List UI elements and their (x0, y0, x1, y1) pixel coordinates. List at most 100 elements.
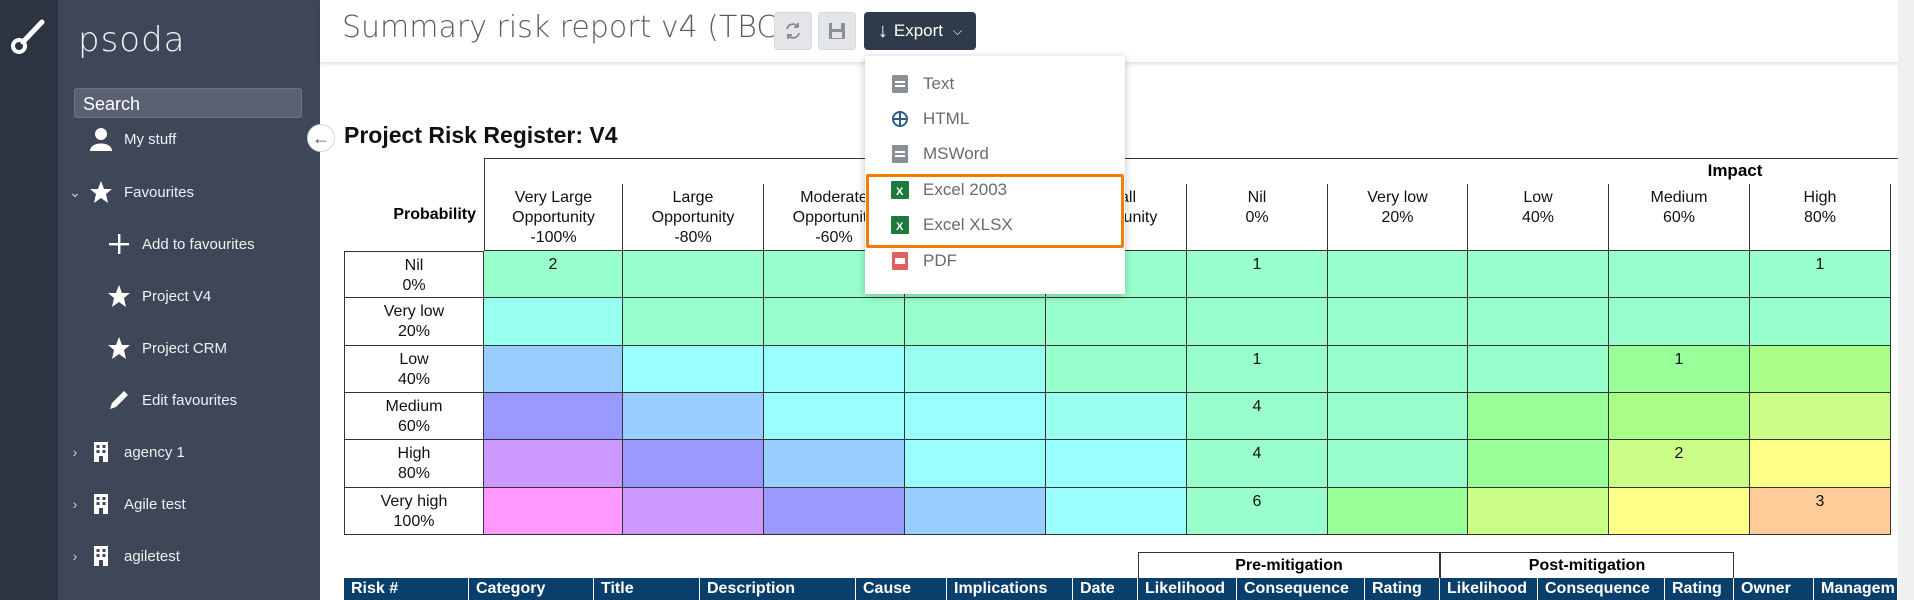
impact-label: Impact (1707, 161, 1763, 180)
matrix-cell[interactable] (623, 298, 764, 346)
matrix-cell[interactable] (1046, 393, 1187, 440)
matrix-cell[interactable] (1328, 393, 1468, 440)
chevron-right-icon[interactable]: › (72, 548, 78, 564)
register-column-header[interactable]: Rating (1665, 578, 1734, 600)
search-input[interactable]: Search (74, 88, 302, 118)
matrix-cell[interactable] (905, 393, 1046, 440)
matrix-cell[interactable] (1328, 440, 1468, 488)
matrix-cell[interactable] (1046, 488, 1187, 535)
chevron-right-icon[interactable]: › (72, 444, 78, 460)
matrix-cell[interactable] (905, 346, 1046, 393)
matrix-cell[interactable]: 2 (1609, 440, 1750, 488)
refresh-button[interactable] (774, 12, 812, 50)
register-column-header[interactable]: Implications (947, 578, 1073, 600)
matrix-cell[interactable]: 6 (1187, 488, 1328, 535)
register-column-header[interactable]: Category (469, 578, 594, 600)
matrix-cell[interactable]: 1 (1187, 346, 1328, 393)
psoda-logo-icon[interactable] (6, 14, 50, 58)
matrix-cell[interactable] (905, 440, 1046, 488)
sidebar-item-favourites[interactable]: ⌄ Favourites (58, 166, 320, 218)
matrix-cell[interactable] (1468, 346, 1609, 393)
sidebar-item-project-v4[interactable]: Project V4 (58, 270, 320, 322)
sidebar-item-agency-1[interactable]: › agency 1 (58, 426, 320, 478)
matrix-cell[interactable] (1328, 298, 1468, 346)
register-column-header[interactable]: Consequence (1237, 578, 1365, 600)
matrix-cell[interactable] (1468, 251, 1609, 298)
register-column-header[interactable]: Description (700, 578, 856, 600)
matrix-cell[interactable] (1328, 251, 1468, 298)
matrix-cell[interactable] (623, 440, 764, 488)
export-option-html[interactable]: HTML (865, 101, 1125, 137)
matrix-cell[interactable] (1046, 298, 1187, 346)
export-option-pdf[interactable]: PDF (865, 243, 1125, 279)
matrix-cell[interactable]: 1 (1750, 251, 1891, 298)
matrix-cell[interactable] (1328, 346, 1468, 393)
matrix-cell[interactable] (484, 488, 623, 535)
matrix-cell[interactable] (1750, 393, 1891, 440)
sidebar-item-project-crm[interactable]: Project CRM (58, 322, 320, 374)
matrix-cell[interactable] (1468, 298, 1609, 346)
matrix-cell[interactable] (1750, 346, 1891, 393)
export-option-excel-2003[interactable]: X Excel 2003 (865, 172, 1125, 208)
matrix-cell[interactable] (1609, 298, 1750, 346)
register-column-header[interactable]: Date (1073, 578, 1138, 600)
sidebar-item-agiletest[interactable]: › agiletest (58, 530, 320, 582)
register-column-header[interactable]: Likelihood (1138, 578, 1237, 600)
matrix-cell[interactable] (623, 251, 764, 298)
matrix-cell[interactable] (1750, 298, 1891, 346)
matrix-cell[interactable] (764, 346, 905, 393)
scrollbar[interactable] (1898, 0, 1914, 600)
register-column-header[interactable]: Rating (1365, 578, 1440, 600)
matrix-cell[interactable]: 4 (1187, 393, 1328, 440)
chevron-right-icon[interactable]: › (72, 496, 78, 512)
export-option-text[interactable]: Text (865, 66, 1125, 102)
register-column-header[interactable]: Managem (1814, 578, 1898, 600)
matrix-cell[interactable] (484, 298, 623, 346)
matrix-cell[interactable]: 4 (1187, 440, 1328, 488)
matrix-cell[interactable] (764, 393, 905, 440)
collapse-sidebar-button[interactable]: ← (307, 124, 335, 152)
matrix-cell[interactable]: 1 (1609, 346, 1750, 393)
sidebar-item-my-stuff[interactable]: My stuff (58, 113, 320, 165)
matrix-cell[interactable] (1328, 488, 1468, 535)
matrix-cell[interactable]: 2 (484, 251, 623, 298)
sidebar-item-edit-favourites[interactable]: Edit favourites (58, 374, 320, 426)
matrix-cell[interactable] (764, 440, 905, 488)
register-column-header[interactable]: Cause (856, 578, 947, 600)
matrix-cell[interactable] (1046, 346, 1187, 393)
register-column-header[interactable]: Likelihood (1440, 578, 1538, 600)
matrix-cell[interactable] (623, 393, 764, 440)
matrix-cell[interactable]: 3 (1750, 488, 1891, 535)
matrix-cell[interactable] (1187, 298, 1328, 346)
matrix-cell[interactable] (1046, 440, 1187, 488)
matrix-cell[interactable] (1468, 393, 1609, 440)
save-button[interactable] (818, 12, 856, 50)
register-column-header[interactable]: Consequence (1538, 578, 1665, 600)
matrix-cell[interactable] (764, 298, 905, 346)
matrix-cell[interactable] (1750, 440, 1891, 488)
chevron-down-icon[interactable]: ⌄ (69, 183, 81, 200)
matrix-cell[interactable] (1609, 393, 1750, 440)
matrix-cell[interactable] (905, 488, 1046, 535)
matrix-cell[interactable] (484, 440, 623, 488)
matrix-cell[interactable] (1468, 440, 1609, 488)
export-option-msword[interactable]: MSWord (865, 136, 1125, 172)
sidebar-item-agile-test[interactable]: › Agile test (58, 478, 320, 530)
matrix-cell[interactable] (623, 346, 764, 393)
matrix-cell[interactable] (1609, 251, 1750, 298)
register-column-header[interactable]: Risk # (344, 578, 469, 600)
matrix-cell[interactable] (1468, 488, 1609, 535)
export-option-excel-xlsx[interactable]: X Excel XLSX (865, 207, 1125, 243)
matrix-cell[interactable] (1609, 488, 1750, 535)
probability-pct: 80% (397, 465, 431, 482)
matrix-cell[interactable] (764, 488, 905, 535)
matrix-cell[interactable] (484, 346, 623, 393)
matrix-cell[interactable]: 1 (1187, 251, 1328, 298)
sidebar-item-add-to-favourites[interactable]: Add to favourites (58, 218, 320, 270)
register-column-header[interactable]: Owner (1734, 578, 1814, 600)
export-button[interactable]: ↓ Export ⌵ (864, 12, 976, 50)
matrix-cell[interactable] (623, 488, 764, 535)
register-column-header[interactable]: Title (594, 578, 700, 600)
matrix-cell[interactable] (484, 393, 623, 440)
matrix-cell[interactable] (905, 298, 1046, 346)
